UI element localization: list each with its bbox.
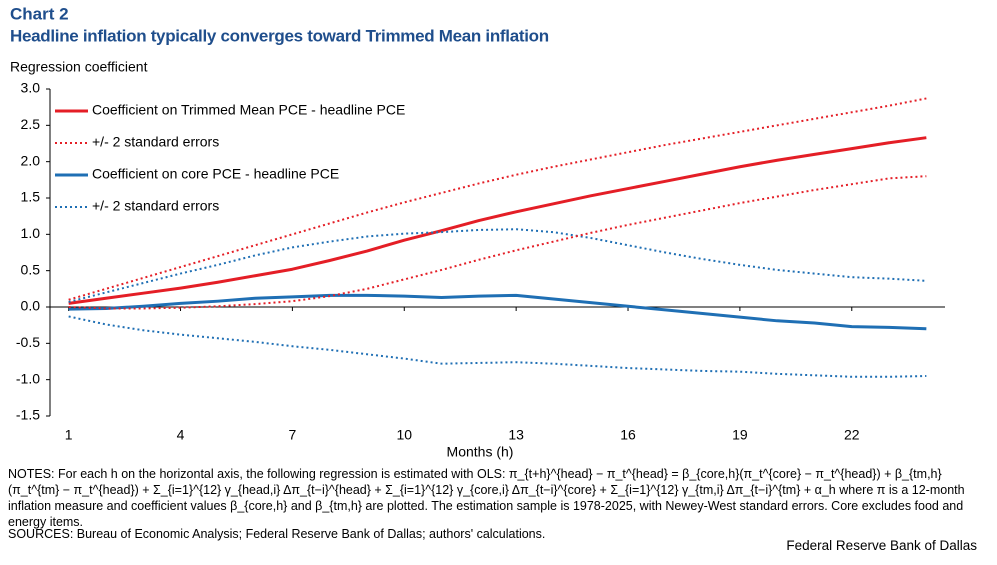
y-tick-label: 2.0 xyxy=(21,152,41,168)
legend-label: Coefficient on core PCE - headline PCE xyxy=(92,166,339,182)
x-tick-label: 1 xyxy=(65,427,73,443)
legend-label: +/- 2 standard errors xyxy=(92,198,219,214)
y-tick-label: 0.5 xyxy=(21,261,41,277)
chart-subtitle: Headline inflation typically converges t… xyxy=(10,26,549,45)
credit: Federal Reserve Bank of Dallas xyxy=(786,538,977,553)
notes: NOTES: For each h on the horizontal axis… xyxy=(8,467,965,529)
y-tick-label: 0.0 xyxy=(21,298,41,314)
legend-label: Coefficient on Trimmed Mean PCE - headli… xyxy=(92,102,405,118)
series-line xyxy=(68,97,927,301)
x-tick-label: 7 xyxy=(288,427,296,443)
x-tick-label: 22 xyxy=(844,427,860,443)
legend-label: +/- 2 standard errors xyxy=(92,134,219,150)
x-tick-label: 19 xyxy=(732,427,748,443)
x-axis-label: Months (h) xyxy=(447,444,514,460)
x-tick-label: 4 xyxy=(177,427,185,443)
y-tick-label: 3.0 xyxy=(21,80,41,96)
y-tick-label: 1.0 xyxy=(21,225,41,241)
series-line xyxy=(68,228,927,303)
chart-title: Chart 2 xyxy=(10,4,69,23)
sources: SOURCES: Bureau of Economic Analysis; Fe… xyxy=(8,527,546,541)
y-tick-label: -1.0 xyxy=(16,370,40,386)
series-line xyxy=(68,293,927,331)
x-tick-label: 10 xyxy=(396,427,412,443)
series-line xyxy=(68,175,927,310)
y-tick-label: 2.5 xyxy=(21,116,41,132)
y-tick-label: -0.5 xyxy=(16,334,40,350)
series-line xyxy=(68,136,927,305)
series-line xyxy=(68,315,927,378)
chart: Chart 2 Headline inflation typically con… xyxy=(10,4,945,460)
y-tick-label: -1.5 xyxy=(16,407,40,423)
y-tick-label: 1.5 xyxy=(21,189,41,205)
y-axis-label: Regression coefficient xyxy=(10,59,148,75)
x-tick-label: 16 xyxy=(620,427,636,443)
x-tick-label: 13 xyxy=(508,427,524,443)
